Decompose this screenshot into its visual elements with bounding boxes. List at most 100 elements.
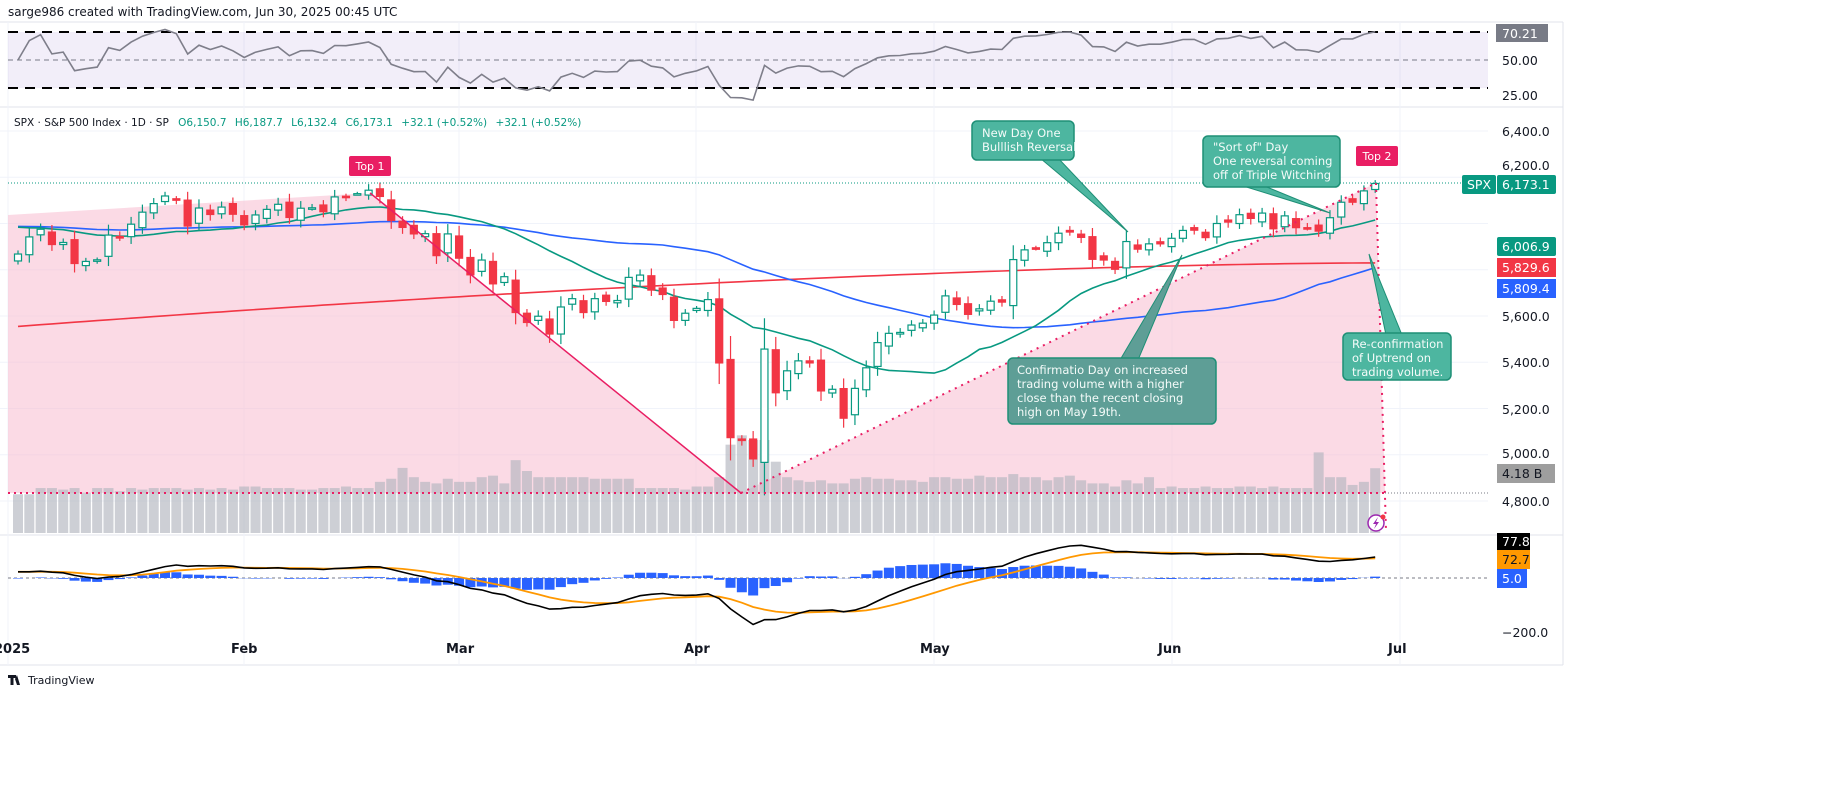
candle-body — [963, 303, 973, 315]
candle-body — [1224, 219, 1233, 223]
candle-body — [1178, 229, 1188, 239]
volume-bar — [307, 489, 318, 533]
candle-body — [907, 324, 916, 331]
volume-bar — [92, 488, 103, 533]
macd-hist-bar — [465, 578, 476, 588]
volume-bar — [793, 480, 804, 533]
volume-bar — [205, 489, 216, 533]
candle-body — [1303, 227, 1312, 230]
volume-bar — [906, 480, 917, 533]
candle-body — [398, 220, 407, 229]
candle-body — [1269, 213, 1278, 230]
macd-hist-bar — [1087, 571, 1098, 578]
time-label: Feb — [231, 642, 257, 657]
callout-new-day-one[interactable]: New Day One Bulllish Reversal — [971, 120, 1129, 233]
macd-hist-bar — [284, 578, 295, 579]
symbol-legend[interactable]: SPX · S&P 500 Index · 1D · SP O6,150.7 H… — [14, 117, 581, 129]
volume-bar — [24, 494, 35, 533]
volume-bar — [1064, 475, 1075, 533]
macd-hist-bar — [1076, 568, 1087, 578]
volume-bar — [883, 478, 894, 533]
volume-bar — [340, 486, 351, 533]
tradingview-logo[interactable]: TradingView — [8, 674, 94, 687]
price-tick: 6,200.0 — [1502, 158, 1550, 173]
macd-hist-bar — [963, 565, 974, 578]
candle-body — [647, 275, 656, 291]
macd-hist-bar — [725, 578, 736, 588]
volume-bar — [69, 488, 80, 533]
macd-hist-bar — [1370, 576, 1381, 578]
volume-bar — [691, 486, 702, 533]
volume-bar — [1098, 483, 1109, 533]
volume-bar — [510, 460, 521, 533]
volume-bar — [476, 477, 487, 533]
candle-body — [1246, 212, 1255, 220]
time-label: 2025 — [0, 642, 30, 657]
macd-hist-bar — [431, 578, 442, 586]
legend-low: L6,132.4 — [291, 117, 337, 129]
candle-body — [658, 287, 667, 296]
downtrend-line[interactable] — [369, 192, 742, 494]
candle-body — [1325, 217, 1335, 234]
macd-hist-bar — [1279, 578, 1290, 580]
volume-bar — [1245, 486, 1256, 533]
volume-bar — [499, 483, 510, 533]
volume-bar — [555, 477, 566, 533]
legend-change-2: +32.1 (+0.52%) — [495, 117, 581, 129]
macd-hist-bar — [510, 578, 521, 589]
volume-bar — [635, 488, 646, 533]
volume-bar — [420, 481, 431, 533]
macd-hist-bar — [35, 577, 46, 578]
last-price-badge — [1497, 175, 1556, 194]
legend-open: O6,150.7 — [178, 117, 226, 129]
callout-sort-of-day[interactable]: "Sort of" Day One reversal coming off of T… — [1202, 135, 1341, 214]
top1-badge[interactable] — [349, 156, 391, 176]
sma200-label: 5,829.6 — [1502, 260, 1550, 275]
volume-bar — [1370, 468, 1381, 533]
volume-bar — [250, 486, 261, 533]
credit-text: sarge986 created with TradingView.com, J… — [8, 5, 397, 19]
rsi-tick-50: 50.00 — [1502, 53, 1538, 68]
candle-body — [1009, 258, 1018, 307]
volume-bar — [1177, 488, 1188, 533]
candle-body — [828, 388, 837, 394]
volume-bar — [680, 489, 691, 533]
macd-hist-bar — [1042, 565, 1053, 578]
macd-hist-bar — [420, 578, 431, 584]
candle-body — [307, 207, 317, 210]
uptrend-dotted-line[interactable] — [740, 182, 1377, 494]
macd-hist-bar — [770, 578, 781, 586]
candle-body — [138, 211, 147, 229]
macd-hist-bar — [454, 578, 465, 586]
macd-hist-bar — [92, 578, 103, 582]
candle-body — [511, 279, 520, 314]
volume-bar — [1121, 480, 1132, 533]
callout-reconfirmation[interactable]: Re-confirmation of Uptrend on trading volu… — [1342, 253, 1452, 381]
volume-bar — [284, 488, 295, 533]
candle-body — [353, 193, 362, 196]
candle-body — [262, 208, 271, 220]
callout2-text: "Sort of" Day One reversal coming off of T… — [1213, 140, 1332, 182]
callout-confirmation-day[interactable]: Confirmatio Day on increased trading volu… — [1007, 254, 1217, 425]
top2-badge[interactable] — [1356, 146, 1398, 166]
macd-hist-bar — [148, 573, 159, 578]
volume-bar — [1358, 481, 1369, 533]
time-axis[interactable]: 2025 Feb Mar Apr May Jun Jul — [0, 642, 1407, 657]
volume-bar — [1087, 483, 1098, 533]
sma200-line — [17, 262, 1376, 328]
volume-bar — [1132, 483, 1143, 533]
volume-bar — [431, 483, 442, 533]
candle-body — [997, 299, 1007, 303]
volume-bar — [1076, 480, 1087, 533]
macd-hist-bar — [657, 573, 668, 578]
lightning-icon[interactable] — [1367, 514, 1386, 532]
volume-bar — [951, 478, 962, 533]
candle-body — [1359, 190, 1368, 205]
candle-body — [319, 204, 328, 213]
sma20-badge — [1497, 237, 1556, 256]
candle-body — [896, 331, 905, 335]
candle-body — [873, 341, 882, 368]
candle-body — [1144, 243, 1154, 251]
macd-hist-bar — [295, 578, 306, 579]
